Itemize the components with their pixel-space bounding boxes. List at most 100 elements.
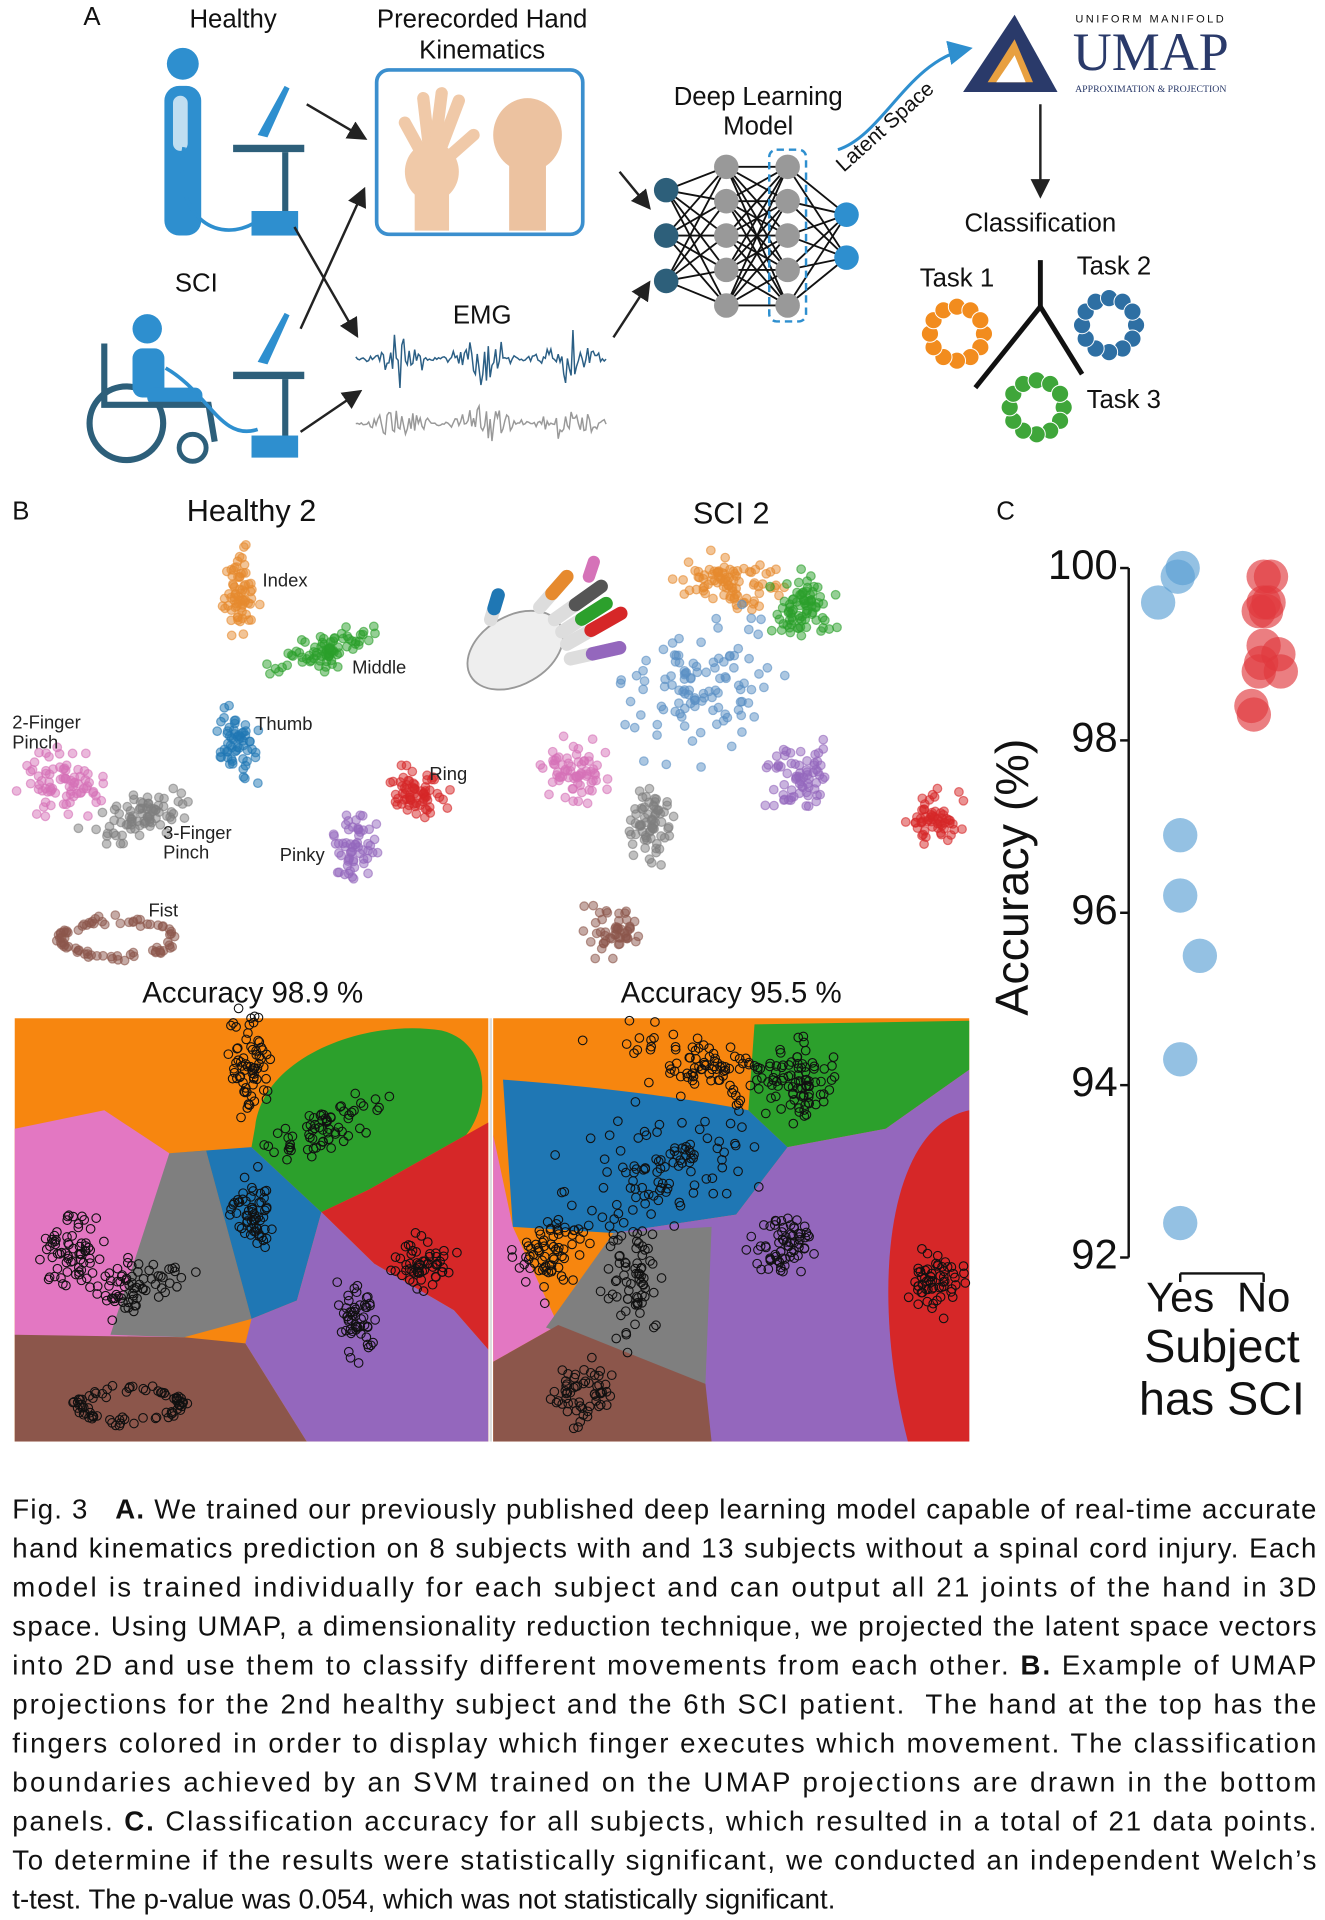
scatter-point [431,1260,442,1270]
scatter-point [241,609,252,620]
scatter-point [591,928,602,939]
scatter-point [329,830,339,841]
scatter-point [326,1143,337,1153]
scatter-point [620,1262,631,1272]
scatter-point [611,1199,622,1210]
logo-triangle [987,39,1034,83]
scatter-point [727,583,738,593]
scatter-point [354,636,365,647]
scatter-point [748,579,759,590]
scatter-point [145,919,156,930]
scatter-point [424,785,435,796]
scatter-point [350,1320,361,1330]
scatter-point [126,816,137,827]
scatter-point [311,1142,321,1153]
scatter-point [549,1386,560,1397]
scatter-point [544,789,554,800]
scatter-point [550,755,560,766]
scatter-point [675,1071,686,1082]
scatter-point [117,1412,128,1423]
scatter-point [634,819,645,830]
scatter-point [602,1167,612,1177]
scatter-point [913,1299,924,1310]
scatter-layer [11,539,971,1442]
scatter-point [733,1166,743,1177]
scatter-point [756,614,766,625]
scatter-point [950,1280,961,1290]
scatter-point [647,1229,658,1240]
scatter-point [334,848,344,858]
scatter-point [352,1280,363,1291]
scatter-point [760,800,771,811]
scatter-point [316,1109,327,1120]
label: Task 2 [1077,252,1151,280]
scatter-point [160,1390,171,1401]
scatter-point [401,760,412,771]
scatter-point [818,1089,829,1099]
net-edge [665,200,728,282]
scatter-point [729,1051,740,1062]
scatter-point [611,1275,622,1286]
scatter-point [416,1231,427,1241]
scatter-point [713,702,724,713]
scatter-point [917,1287,928,1298]
scatter-point [525,1251,535,1261]
scatter-point [572,1381,583,1391]
scatter-point [228,1199,239,1210]
scatter-point [243,1205,254,1216]
label: Healthy [189,6,276,34]
scatter-point [607,953,618,964]
net-edge [787,166,848,216]
scatter-point [231,1021,241,1032]
scatter-point [743,698,754,708]
scatter-point [802,755,812,766]
scatter-point [637,1290,647,1300]
label: Classification [965,209,1117,237]
scatter-point [638,1164,649,1175]
scatter-point [582,798,593,809]
caption-text: into 2D and use them to classify differe… [12,1650,1018,1681]
scatter-point [713,623,723,633]
scatter-point [127,1294,138,1305]
scatter-point [775,1246,786,1257]
scatter-point [79,1215,90,1225]
scatter-point [708,1048,719,1059]
scatter-point [695,727,706,738]
scatter-point [749,1142,760,1152]
scatter-point [335,1102,345,1112]
scatter-point [35,1254,45,1265]
scatter-point [946,1262,957,1272]
scatter-point [107,1315,118,1326]
scatter-point [622,1347,633,1358]
scatter-point [622,932,633,943]
scatter-point [115,1276,126,1287]
scatter-point [342,1311,352,1322]
scatter-point [815,1089,826,1100]
scatter-point [537,763,548,773]
scatter-point [778,1222,789,1233]
scatter-point [100,1271,111,1282]
scatter-point [526,1243,536,1254]
wheel-small [176,431,209,464]
scatter-point [390,789,401,800]
scatter-point [737,1058,748,1069]
scatter-point [746,1231,757,1242]
scatter-point [122,1257,133,1268]
scatter-point [651,847,662,858]
scatter-point [628,850,639,861]
scatter-point [507,1252,518,1262]
scatter-point [568,1225,579,1236]
scatter-point [148,1259,159,1270]
scatter-point [818,734,829,745]
scatter-point [916,817,927,828]
scatter-point [368,1337,378,1348]
scatter-point [247,1182,257,1193]
scatter-point [744,653,754,664]
scatter-point [813,748,824,758]
scatter-point [547,777,558,788]
scatter-point [587,1205,597,1216]
scatter-point [631,809,641,820]
scatter-point [345,866,356,876]
scatter-point [260,1224,270,1235]
